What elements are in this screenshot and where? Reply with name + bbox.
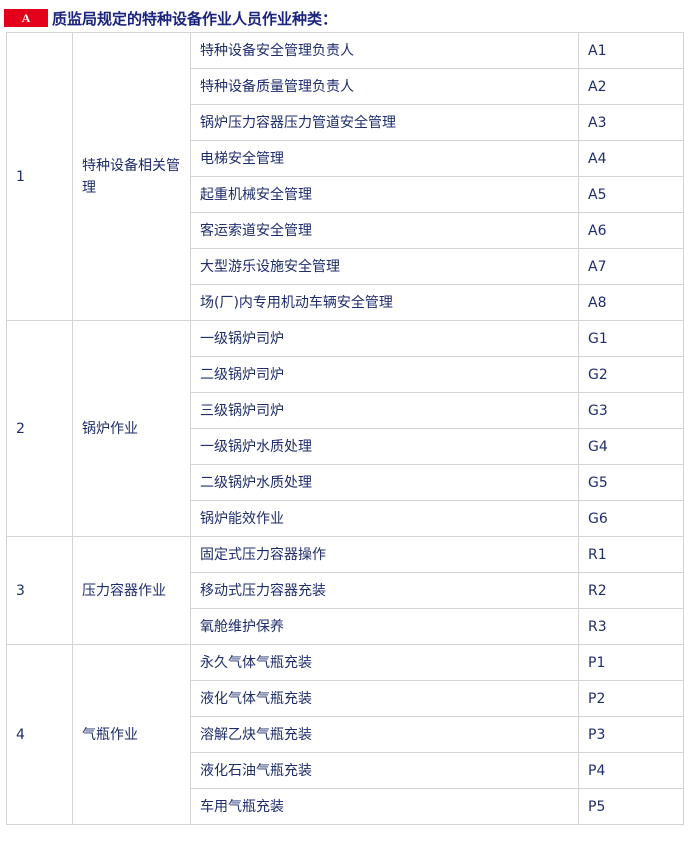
item-code: A5 [578,176,684,213]
item-name: 移动式压力容器充装 [190,572,579,609]
row: 场(厂)内专用机动车辆安全管理 A8 [7,284,684,321]
item-name: 特种设备安全管理负责人 [190,32,579,69]
item-code: G5 [578,464,684,501]
table: 1 特种设备相关管理 特种设备安全管理负责人 A1 特种设备质量管理负责人 A2 锅炉压力容… [6,32,684,825]
item-code: G1 [578,320,684,357]
row: 1 特种设备相关管理 特种设备安全管理负责人 A1 [6,32,684,321]
item-code: A3 [578,104,684,141]
item-name: 固定式压力容器操作 [190,536,579,573]
item-code: A6 [578,212,684,249]
item-name: 一级锅炉水质处理 [190,428,579,465]
row: 移动式压力容器充装 R2 [7,572,684,609]
row: 电梯安全管理 A4 [7,140,684,177]
row: 大型游乐设施安全管理 A7 [7,248,684,285]
item-code: G2 [578,356,684,393]
item-name: 特种设备质量管理负责人 [190,68,579,105]
item-name: 永久气体气瓶充装 [190,644,579,681]
row: 溶解乙炔气瓶充装 P3 [7,716,684,753]
group-name: 压力容器作业 [72,536,191,645]
row: 二级锅炉水质处理 G5 [7,464,684,501]
item-name: 锅炉压力容器压力管道安全管理 [190,104,579,141]
group-name: 特种设备相关管理 [72,32,191,321]
item-name: 电梯安全管理 [190,140,579,177]
row: 客运索道安全管理 A6 [7,212,684,249]
item-code: R3 [578,608,684,645]
item-code: A1 [578,32,684,69]
item-code: P5 [578,788,684,825]
item-code: P2 [578,680,684,717]
row: 锅炉压力容器压力管道安全管理 A3 [7,104,684,141]
row: 二级锅炉司炉 G2 [7,356,684,393]
item-code: A4 [578,140,684,177]
row: 液化石油气瓶充装 P4 [7,752,684,789]
item-code: G4 [578,428,684,465]
row: 锅炉能效作业 G6 [7,500,684,537]
group-number: 1 [6,32,73,321]
group-name: 气瓶作业 [72,644,191,825]
row: 三级锅炉司炉 G3 [7,392,684,429]
item-code: P4 [578,752,684,789]
item-name: 液化石油气瓶充装 [190,752,579,789]
item-code: A2 [578,68,684,105]
table-body: 1 特种设备相关管理 特种设备安全管理负责人 A1 特种设备质量管理负责人 A2 锅炉压力容… [6,32,684,825]
item-code: R2 [578,572,684,609]
item-name: 锅炉能效作业 [190,500,579,537]
row: 2 锅炉作业 一级锅炉司炉 G1 [6,320,684,537]
item-code: G6 [578,500,684,537]
item-name: 场(厂)内专用机动车辆安全管理 [190,284,579,321]
group-name: 锅炉作业 [72,320,191,537]
item-code: G3 [578,392,684,429]
item-name: 二级锅炉水质处理 [190,464,579,501]
item-code: A7 [578,248,684,285]
item-code: P3 [578,716,684,753]
item-code: A8 [578,284,684,321]
group-number: 2 [6,320,73,537]
group-number: 4 [6,644,73,825]
item-code: R1 [578,536,684,573]
row: 特种设备质量管理负责人 A2 [7,68,684,105]
item-name: 起重机械安全管理 [190,176,579,213]
row: 车用气瓶充装 P5 [7,788,684,825]
group-number: 3 [6,536,73,645]
title: 质监局规定的特种设备作业人员作业种类： [52,9,338,28]
row: 4 气瓶作业 永久气体气瓶充装 P1 [6,644,684,825]
item-name: 氧舱维护保养 [190,608,579,645]
row: 起重机械安全管理 A5 [7,176,684,213]
header: A 质监局规定的特种设备作业人员作业种类： [4,7,337,29]
row: 3 压力容器作业 固定式压力容器操作 R1 [6,536,684,645]
item-name: 三级锅炉司炉 [190,392,579,429]
row: 氧舱维护保养 R3 [7,608,684,645]
item-name: 车用气瓶充装 [190,788,579,825]
item-code: P1 [578,644,684,681]
item-name: 液化气体气瓶充装 [190,680,579,717]
item-name: 客运索道安全管理 [190,212,579,249]
row: 液化气体气瓶充装 P2 [7,680,684,717]
item-name: 一级锅炉司炉 [190,320,579,357]
item-name: 二级锅炉司炉 [190,356,579,393]
item-name: 大型游乐设施安全管理 [190,248,579,285]
badge: A [4,9,48,27]
item-name: 溶解乙炔气瓶充装 [190,716,579,753]
